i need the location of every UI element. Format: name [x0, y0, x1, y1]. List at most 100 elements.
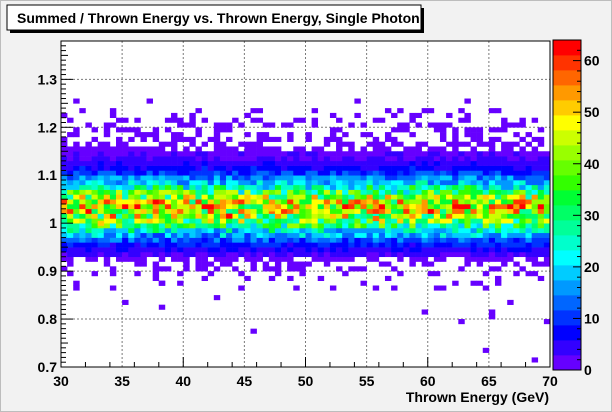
heatmap-cell [152, 247, 160, 253]
heatmap-cell [183, 156, 190, 162]
heatmap-cell [501, 218, 508, 224]
heatmap-cell [238, 218, 245, 224]
heatmap-cell [458, 160, 465, 166]
heatmap-cell [372, 215, 380, 222]
heatmap-cell [140, 165, 147, 171]
heatmap-cell [116, 117, 123, 123]
heatmap-cell [177, 204, 184, 210]
heatmap-cell [140, 208, 147, 214]
heatmap-cell [85, 247, 92, 253]
heatmap-cell [61, 237, 68, 243]
heatmap-cell [262, 208, 270, 214]
heatmap-cell [452, 151, 459, 157]
heatmap-cell [464, 156, 471, 162]
heatmap-cell [366, 204, 374, 210]
heatmap-cell [226, 189, 233, 195]
heatmap-cell [323, 136, 331, 142]
heatmap-cell [397, 175, 404, 181]
heatmap-cell [85, 237, 92, 243]
heatmap-cell [97, 204, 105, 210]
heatmap-cell [73, 223, 80, 229]
heatmap-cell [213, 122, 221, 128]
heatmap-cell [158, 232, 166, 238]
heatmap-cell [348, 242, 355, 248]
heatmap-cell [219, 208, 227, 214]
heatmap-cell [378, 204, 386, 210]
heatmap-cell [134, 189, 141, 195]
heatmap-cell [336, 223, 343, 229]
heatmap-cell [109, 180, 117, 186]
heatmap-cell [354, 204, 361, 210]
heatmap-cell [299, 180, 306, 186]
heatmap-cell [501, 208, 508, 214]
heatmap-cell [537, 275, 545, 282]
heatmap-cell [164, 199, 172, 205]
heatmap-cell [311, 256, 319, 262]
heatmap-cell [152, 271, 160, 277]
heatmap-cell [336, 170, 343, 176]
heatmap-cell [226, 136, 233, 142]
heatmap-cell [531, 165, 539, 171]
palette-swatch [553, 115, 581, 131]
heatmap-cell [238, 223, 245, 229]
heatmap-cell [427, 204, 435, 210]
heatmap-cell [427, 170, 435, 176]
heatmap-cell [195, 223, 202, 229]
heatmap-cell [97, 237, 105, 243]
heatmap-cell [427, 165, 435, 171]
heatmap-cell [183, 151, 190, 157]
heatmap-cell [317, 251, 325, 258]
palette-tick-label: 60 [584, 53, 600, 69]
heatmap-cell [146, 146, 153, 152]
heatmap-cell [421, 223, 429, 229]
heatmap-cell [366, 251, 374, 258]
heatmap-cell [109, 112, 117, 119]
heatmap-cell [177, 117, 184, 123]
heatmap-cell [391, 180, 398, 186]
palette-swatch [553, 55, 581, 71]
heatmap-cell [458, 213, 465, 219]
heatmap-cell [128, 256, 135, 262]
heatmap-cell [482, 232, 490, 238]
heatmap-cell [195, 261, 202, 267]
heatmap-cell [219, 213, 227, 219]
heatmap-cell [152, 156, 160, 162]
heatmap-cell [244, 194, 251, 200]
heatmap-cell [73, 141, 80, 147]
heatmap-cell [439, 180, 447, 186]
heatmap-cell [134, 256, 141, 262]
heatmap-cell [391, 175, 398, 181]
heatmap-cell [543, 223, 551, 229]
heatmap-cell [195, 170, 202, 176]
chart-title: Summed / Thrown Energy vs. Thrown Energy… [17, 10, 420, 26]
heatmap-cell [305, 136, 312, 142]
heatmap-cell [219, 165, 227, 171]
heatmap-cell [537, 151, 545, 157]
heatmap-cell [250, 146, 257, 152]
heatmap-cell [482, 184, 490, 190]
heatmap-cell [488, 136, 496, 142]
heatmap-cell [232, 170, 239, 176]
heatmap-cell [537, 156, 545, 162]
heatmap-cell [415, 141, 422, 147]
heatmap-cell [311, 199, 319, 205]
heatmap-cell [543, 175, 551, 181]
heatmap-cell [195, 247, 202, 253]
heatmap-cell [274, 146, 282, 152]
heatmap-cell [183, 170, 190, 176]
heatmap-cell [397, 247, 404, 253]
heatmap-cell [439, 242, 447, 248]
heatmap-cell [171, 175, 178, 181]
heatmap-cell [91, 232, 98, 238]
heatmap-cell [415, 180, 422, 186]
heatmap-cell [464, 247, 471, 253]
heatmap-cell [293, 151, 300, 157]
heatmap-cell [244, 237, 251, 243]
heatmap-cell [207, 184, 215, 190]
heatmap-cell [171, 223, 178, 229]
heatmap-cell [403, 247, 410, 253]
heatmap-cell [384, 199, 392, 205]
heatmap-cell [109, 251, 117, 258]
heatmap-cell [207, 223, 215, 229]
heatmap-cell [103, 180, 111, 186]
